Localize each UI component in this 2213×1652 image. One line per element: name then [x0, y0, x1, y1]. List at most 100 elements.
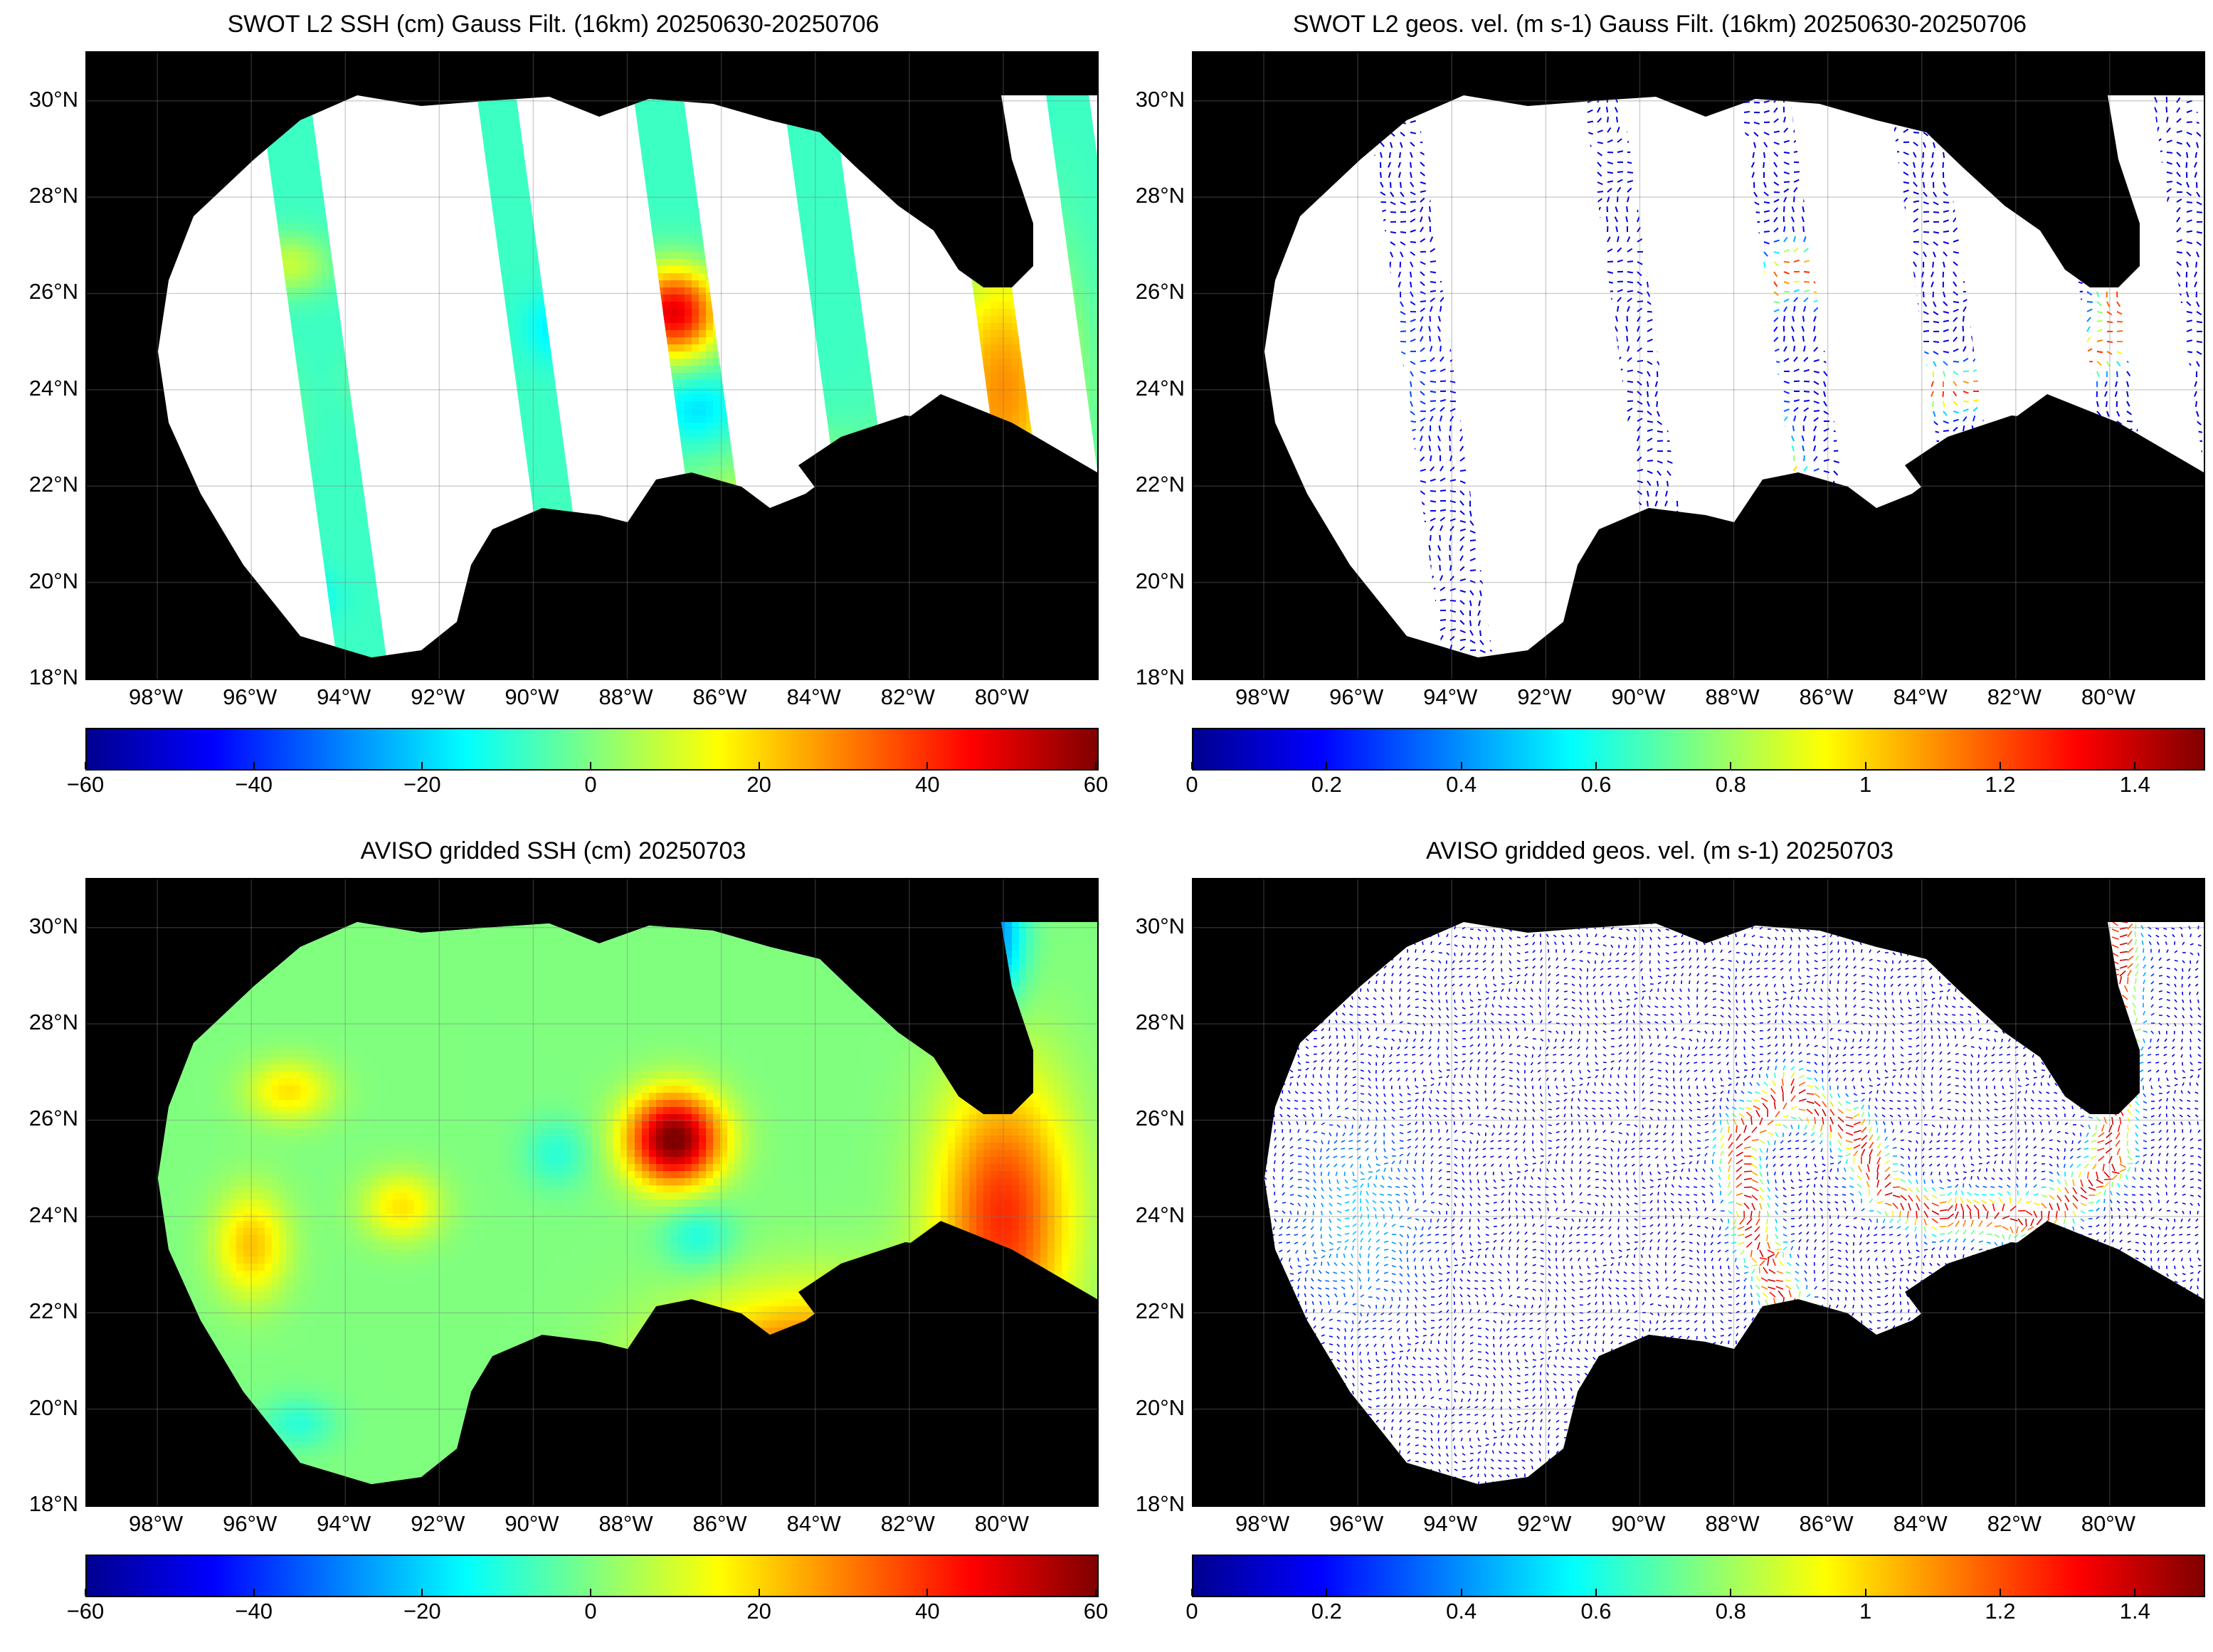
colorbar-tick-label: 40: [892, 1599, 963, 1624]
lon-tick-label: 98°W: [1230, 684, 1294, 710]
lon-tick-label: 98°W: [1230, 1511, 1294, 1537]
colorbar-tick-label: 0.2: [1291, 1599, 1362, 1624]
colorbar-tickmark: [85, 762, 86, 769]
lon-tick-label: 84°W: [782, 684, 846, 710]
lat-tick-label: 24°N: [14, 1202, 78, 1228]
lat-tick-label: 28°N: [1121, 1010, 1185, 1035]
colorbar-tick-label: 0.2: [1291, 772, 1362, 798]
map-aviso-vel: [1192, 878, 2205, 1507]
lon-tick-label: 94°W: [1418, 684, 1482, 710]
lat-tick-label: 20°N: [1121, 1395, 1185, 1421]
panel-title: SWOT L2 geos. vel. (m s-1) Gauss Filt. (…: [1106, 10, 2213, 38]
lon-tick-label: 92°W: [406, 1511, 470, 1537]
lon-tick-label: 96°W: [218, 684, 282, 710]
colorbar-tick-label: 0: [1156, 1599, 1227, 1624]
lon-tick-label: 82°W: [876, 1511, 940, 1537]
lon-tick-label: 94°W: [1418, 1511, 1482, 1537]
lat-tick-label: 26°N: [1121, 1106, 1185, 1131]
colorbar-tick-label: −40: [218, 772, 290, 798]
colorbar-tickmark: [1095, 762, 1097, 769]
colorbar-tick-label: −60: [50, 772, 121, 798]
lon-tick-label: 90°W: [1606, 1511, 1670, 1537]
colorbar-tickmark: [1595, 1589, 1597, 1596]
colorbar-tickmark: [1595, 762, 1597, 769]
lat-tick-label: 28°N: [14, 183, 78, 208]
lat-tick-label: 20°N: [14, 1395, 78, 1421]
lat-tick-label: 24°N: [1121, 376, 1185, 401]
lat-tick-label: 22°N: [1121, 472, 1185, 497]
colorbar-tick-label: 1: [1830, 1599, 1901, 1624]
colorbar-tickmark: [926, 762, 928, 769]
colorbar-tick-label: 0.4: [1426, 772, 1497, 798]
lon-tick-label: 96°W: [1324, 1511, 1388, 1537]
lon-tick-label: 86°W: [688, 1511, 752, 1537]
panel-title: SWOT L2 SSH (cm) Gauss Filt. (16km) 2025…: [0, 10, 1106, 38]
colorbar-tickmark: [2134, 1589, 2135, 1596]
map-aviso-ssh: [85, 878, 1099, 1507]
colorbar-tickmark: [2134, 762, 2135, 769]
panel-aviso-vel: AVISO gridded geos. vel. (m s-1) 2025070…: [1106, 827, 2213, 1652]
panel-swot-vel: SWOT L2 geos. vel. (m s-1) Gauss Filt. (…: [1106, 0, 2213, 825]
colorbar-tickmark: [2000, 1589, 2001, 1596]
colorbar-tickmark: [1865, 1589, 1866, 1596]
lon-tick-label: 80°W: [2076, 1511, 2140, 1537]
colorbar-tick-label: −20: [386, 1599, 458, 1624]
lon-tick-label: 80°W: [970, 684, 1034, 710]
lat-tick-label: 18°N: [14, 1491, 78, 1517]
lon-tick-label: 82°W: [1982, 1511, 2046, 1537]
lon-tick-label: 80°W: [2076, 684, 2140, 710]
panel-aviso-ssh: AVISO gridded SSH (cm) 20250703 30°N 28°N…: [0, 827, 1106, 1652]
colorbar-tickmark: [1730, 1589, 1731, 1596]
lat-tick-label: 30°N: [14, 87, 78, 112]
colorbar-tick-label: 1.4: [2099, 1599, 2170, 1624]
colorbar-velocity: [1192, 1555, 2205, 1597]
colorbar-tick-label: 20: [724, 1599, 795, 1624]
map-swot-ssh: [85, 51, 1099, 680]
colorbar-tick-label: −60: [50, 1599, 121, 1624]
lon-tick-label: 82°W: [1982, 684, 2046, 710]
lon-tick-label: 90°W: [500, 1511, 564, 1537]
lat-tick-label: 22°N: [1121, 1298, 1185, 1324]
colorbar-tickmark: [759, 762, 760, 769]
lon-tick-label: 88°W: [1701, 1511, 1765, 1537]
lat-tick-label: 30°N: [14, 914, 78, 939]
lon-tick-label: 84°W: [1889, 1511, 1953, 1537]
lon-tick-label: 92°W: [1512, 684, 1576, 710]
lat-tick-label: 20°N: [14, 568, 78, 594]
lat-tick-label: 26°N: [1121, 279, 1185, 305]
lon-tick-label: 92°W: [1512, 1511, 1576, 1537]
lat-tick-label: 22°N: [14, 1298, 78, 1324]
colorbar-tickmark: [759, 1589, 760, 1596]
colorbar-tickmark: [1326, 1589, 1327, 1596]
lon-tick-label: 94°W: [312, 684, 376, 710]
lon-tick-label: 84°W: [782, 1511, 846, 1537]
colorbar-tick-label: 40: [892, 772, 963, 798]
lat-tick-label: 18°N: [14, 664, 78, 690]
colorbar-tick-label: 0.4: [1426, 1599, 1497, 1624]
lat-tick-label: 28°N: [14, 1010, 78, 1035]
colorbar-tick-label: 0.8: [1695, 1599, 1766, 1624]
colorbar-tick-label: 1.4: [2099, 772, 2170, 798]
colorbar-tick-label: 0: [555, 772, 626, 798]
lon-tick-label: 82°W: [876, 684, 940, 710]
lon-tick-label: 80°W: [970, 1511, 1034, 1537]
lon-tick-label: 94°W: [312, 1511, 376, 1537]
lon-tick-label: 86°W: [1795, 684, 1859, 710]
colorbar-tickmark: [926, 1589, 928, 1596]
colorbar-tickmark: [1191, 1589, 1193, 1596]
colorbar-tickmark: [421, 762, 423, 769]
lon-tick-label: 92°W: [406, 684, 470, 710]
colorbar-tick-label: 0: [1156, 772, 1227, 798]
lat-tick-label: 30°N: [1121, 914, 1185, 939]
lon-tick-label: 90°W: [1606, 684, 1670, 710]
lat-tick-label: 20°N: [1121, 568, 1185, 594]
colorbar-tickmark: [590, 762, 591, 769]
colorbar-tick-label: 0.8: [1695, 772, 1766, 798]
colorbar-tickmark: [253, 762, 255, 769]
colorbar-tickmark: [421, 1589, 423, 1596]
colorbar-tickmark: [1095, 1589, 1097, 1596]
lon-tick-label: 96°W: [218, 1511, 282, 1537]
colorbar-tick-label: 1.2: [1965, 772, 2036, 798]
lon-tick-label: 88°W: [594, 684, 658, 710]
colorbar-ssh: [85, 728, 1099, 771]
